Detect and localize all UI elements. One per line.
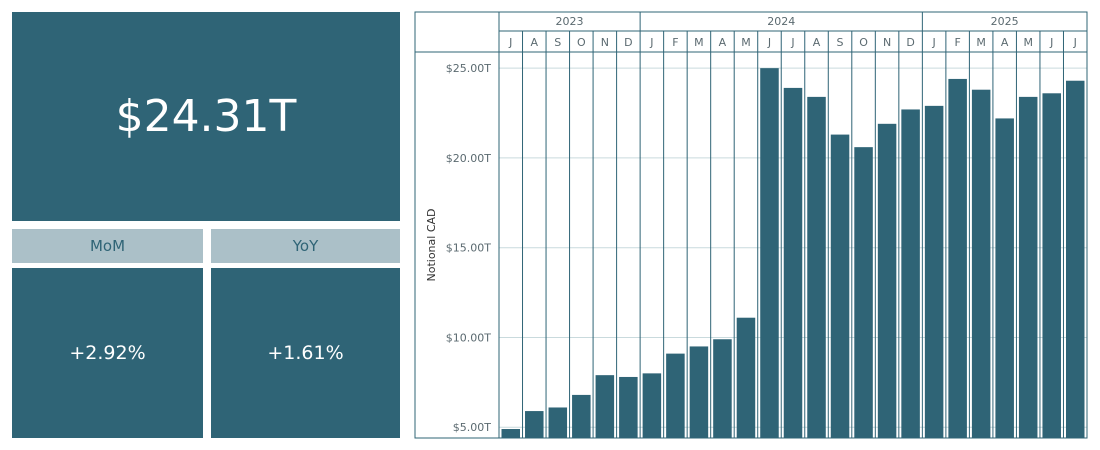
mom-label: MoM [89, 237, 126, 255]
mom-kpi-tile: +2.92% [12, 268, 203, 438]
bar-22 [995, 118, 1014, 438]
bar-19 [924, 105, 944, 438]
bar-12 [760, 68, 779, 438]
month-label: S [554, 36, 561, 49]
bar-2 [525, 411, 544, 438]
bar-5 [595, 375, 615, 438]
month-label: J [931, 36, 935, 49]
bar-8 [666, 353, 685, 438]
y-tick-label: $25.00T [446, 62, 491, 75]
month-label: A [813, 36, 821, 49]
bar-16 [854, 147, 873, 438]
yoy-label: YoY [292, 237, 319, 255]
bar-13 [783, 87, 803, 438]
month-label: J [1049, 36, 1053, 49]
month-label: O [859, 36, 868, 49]
total-kpi-value: $24.31T [115, 91, 297, 142]
y-axis-title: Notional CAD [425, 209, 438, 282]
year-label: 2024 [767, 15, 795, 28]
chart-frame [414, 11, 1088, 439]
y-tick-label: $10.00T [446, 331, 491, 344]
month-label: A [719, 36, 727, 49]
month-label: M [976, 36, 986, 49]
month-label: M [1023, 36, 1033, 49]
month-label: M [741, 36, 751, 49]
bar-6 [619, 376, 638, 438]
y-tick-label: $15.00T [446, 242, 491, 255]
month-label: D [906, 36, 914, 49]
yoy-kpi-value: +1.61% [267, 342, 344, 364]
yoy-kpi-tile: +1.61% [211, 268, 400, 438]
year-label: 2025 [991, 15, 1019, 28]
month-label: D [624, 36, 632, 49]
bar-14 [807, 96, 826, 438]
bar-4 [572, 394, 591, 438]
bar-24 [1042, 93, 1061, 438]
month-label: J [767, 36, 771, 49]
bar-7 [642, 373, 662, 438]
month-label: F [672, 36, 678, 49]
month-label: F [954, 36, 960, 49]
y-tick-label: $5.00T [453, 421, 491, 434]
bar-25 [1065, 80, 1085, 438]
month-label: J [508, 36, 512, 49]
y-tick-label: $20.00T [446, 152, 491, 165]
month-label: A [1001, 36, 1009, 49]
bar-21 [971, 89, 991, 438]
bar-23 [1018, 96, 1038, 438]
month-label: M [694, 36, 704, 49]
bar-11 [736, 317, 756, 438]
bar-1 [501, 429, 521, 438]
bar-10 [713, 339, 732, 438]
month-label: J [649, 36, 653, 49]
month-label: J [1073, 36, 1077, 49]
total-kpi-tile: $24.31T [12, 12, 400, 221]
bar-3 [548, 407, 568, 438]
month-label: S [837, 36, 844, 49]
month-label: J [790, 36, 794, 49]
mom-header: MoM [12, 229, 203, 263]
month-label: O [577, 36, 586, 49]
mom-kpi-value: +2.92% [69, 342, 146, 364]
bar-9 [689, 346, 709, 438]
month-label: N [601, 36, 609, 49]
bar-18 [901, 109, 920, 438]
yoy-header: YoY [211, 229, 400, 263]
bar-15 [830, 134, 850, 438]
month-label: A [531, 36, 539, 49]
bar-20 [948, 78, 967, 438]
year-label: 2023 [556, 15, 584, 28]
month-label: N [883, 36, 891, 49]
bar-17 [877, 123, 897, 438]
